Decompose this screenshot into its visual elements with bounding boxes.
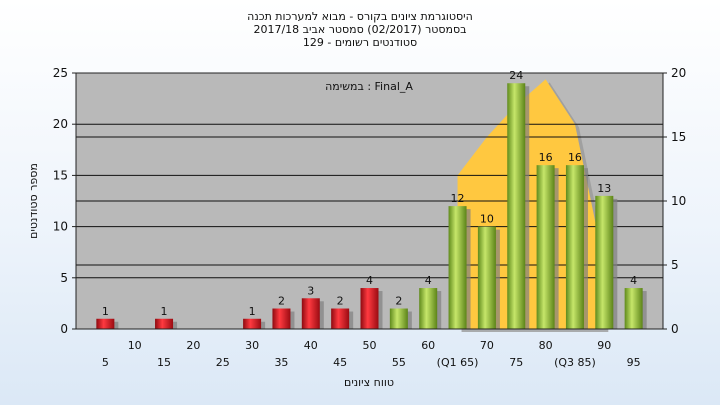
bar-label-80: 16 xyxy=(539,151,553,164)
x-axis-label: טווח ציונים xyxy=(344,376,394,389)
bar-label-5: 1 xyxy=(102,305,109,318)
x-tick-label-55: 55 xyxy=(392,356,406,369)
x-tick-label-45: 45 xyxy=(333,356,347,369)
bar-label-50: 4 xyxy=(366,274,373,287)
bar-70 xyxy=(477,226,496,329)
y-tick-label-15: 15 xyxy=(53,168,68,182)
bar-35 xyxy=(272,308,291,329)
x-tick-label-5: 5 xyxy=(102,356,109,369)
bar-label-60: 4 xyxy=(425,274,432,287)
y2-tick-label-10: 10 xyxy=(671,194,686,208)
y-tick-label-5: 5 xyxy=(60,271,68,285)
x-tick-label-20: 20 xyxy=(186,339,200,352)
x-tick-label-25: 25 xyxy=(216,356,230,369)
bar-65 xyxy=(448,206,467,329)
x-tick-label-95: 95 xyxy=(627,356,641,369)
bar-85 xyxy=(565,165,584,329)
bar-label-45: 2 xyxy=(337,295,344,308)
x-tick-label-65: (Q1 65) xyxy=(437,356,479,369)
bar-label-90: 13 xyxy=(597,182,611,195)
x-tick-label-90: 90 xyxy=(597,339,611,352)
bar-label-85: 16 xyxy=(568,151,582,164)
y-tick-label-0: 0 xyxy=(60,322,68,336)
x-tick-label-30: 30 xyxy=(245,339,259,352)
x-tick-label-70: 70 xyxy=(480,339,494,352)
bar-40 xyxy=(301,298,320,329)
bar-label-30: 1 xyxy=(249,305,256,318)
y2-tick-label-0: 0 xyxy=(671,322,679,336)
y-tick-label-25: 25 xyxy=(53,66,68,80)
x-tick-label-35: 35 xyxy=(274,356,288,369)
x-tick-label-15: 15 xyxy=(157,356,171,369)
x-tick-label-50: 50 xyxy=(363,339,377,352)
bar-55 xyxy=(389,308,408,329)
bar-60 xyxy=(419,288,438,329)
y-tick-label-20: 20 xyxy=(53,117,68,131)
x-tick-label-75: 75 xyxy=(509,356,523,369)
bar-label-75: 24 xyxy=(509,69,523,82)
x-tick-label-60: 60 xyxy=(421,339,435,352)
bar-95 xyxy=(624,288,643,329)
x-tick-label-85: (Q3 85) xyxy=(554,356,596,369)
bar-80 xyxy=(536,165,555,329)
x-tick-label-40: 40 xyxy=(304,339,318,352)
bar-label-15: 1 xyxy=(161,305,168,318)
bar-75 xyxy=(507,83,526,330)
y2-tick-label-20: 20 xyxy=(671,66,686,80)
bar-label-40: 3 xyxy=(307,284,314,297)
y2-tick-label-15: 15 xyxy=(671,130,686,144)
y2-tick-label-5: 5 xyxy=(671,258,679,272)
bar-90 xyxy=(595,195,614,329)
bar-15 xyxy=(155,318,174,329)
chart-title-line-1: היסטוגרמת ציונים בקורס - מבוא למערכות תכ… xyxy=(247,10,473,23)
y-tick-label-10: 10 xyxy=(53,220,68,234)
bar-45 xyxy=(331,308,350,329)
x-tick-label-10: 10 xyxy=(128,339,142,352)
chart-title-line-3: סטודנטים רשומים - 129 xyxy=(302,36,418,49)
bar-30 xyxy=(243,318,262,329)
bar-label-35: 2 xyxy=(278,295,285,308)
bar-label-70: 10 xyxy=(480,213,494,226)
plot-annotation: במשימה : Final_A xyxy=(325,80,413,93)
chart-title-line-2: בסמסטר (02/2017) סמסטר אביב 2017/18 xyxy=(253,23,467,36)
bar-5 xyxy=(96,318,115,329)
bar-label-95: 4 xyxy=(630,274,637,287)
x-tick-label-80: 80 xyxy=(539,339,553,352)
bar-50 xyxy=(360,288,379,329)
bar-label-55: 2 xyxy=(395,295,402,308)
bar-label-65: 12 xyxy=(451,192,465,205)
y-axis-label: מספר סטודנטים xyxy=(27,163,40,239)
